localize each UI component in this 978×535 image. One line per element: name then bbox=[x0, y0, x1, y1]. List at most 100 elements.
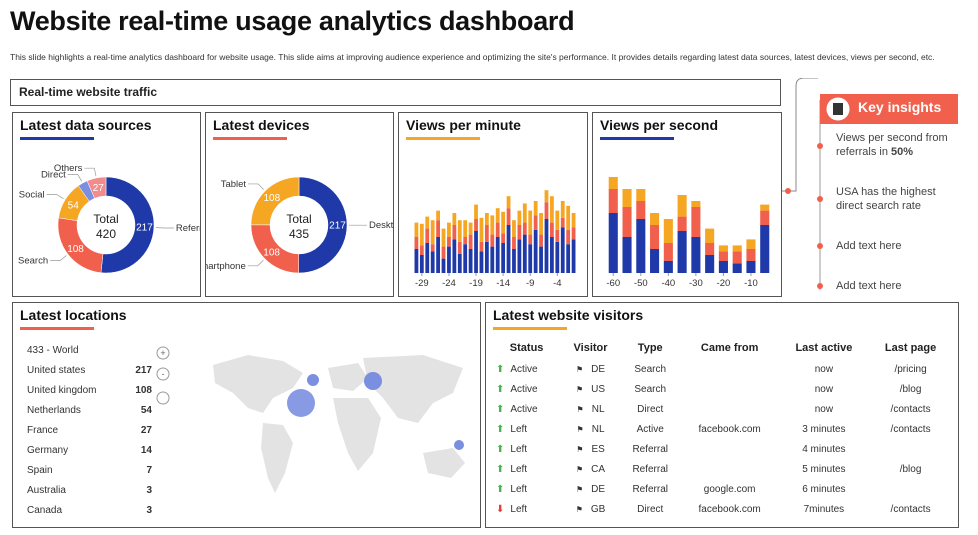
cell: ⚑ NL bbox=[561, 399, 620, 419]
map-bubble bbox=[454, 440, 464, 450]
cell-text: /contacts bbox=[890, 423, 931, 435]
zoom-in[interactable] bbox=[156, 346, 170, 360]
chart-panel: Latest data sources 217 Referral 108 Search… bbox=[12, 112, 210, 297]
map-bubble bbox=[287, 389, 315, 417]
cell-text: /pricing bbox=[894, 363, 927, 375]
bar-segment bbox=[441, 228, 446, 247]
cell-text: now bbox=[814, 383, 834, 395]
cell: /contacts bbox=[869, 419, 952, 439]
bar-segment bbox=[474, 231, 478, 273]
data-label: 54 bbox=[68, 200, 80, 211]
bar-segment bbox=[436, 210, 440, 221]
flag-icon: ⚑ bbox=[575, 364, 584, 374]
bar-segment bbox=[512, 237, 516, 249]
insights-icon-glyph bbox=[833, 103, 843, 115]
center-label: Total bbox=[93, 212, 118, 226]
zoom-in-glyph: + bbox=[160, 348, 165, 358]
trend-arrow: ⬆ bbox=[496, 423, 505, 435]
location-name: Canada bbox=[27, 505, 63, 516]
cell-text: Search bbox=[634, 363, 667, 375]
panel-title: Latest website visitors bbox=[493, 307, 644, 323]
bar-segment bbox=[533, 215, 538, 230]
cell: Active bbox=[620, 419, 681, 439]
bar-segment bbox=[506, 208, 511, 225]
cell-text: 3 minutes bbox=[802, 423, 846, 435]
location-value: 27 bbox=[140, 425, 152, 436]
visitor-row: ⬆ Left ⚑ NL Active facebook.com 3 minutes/cont… bbox=[492, 419, 952, 439]
bar-segment bbox=[718, 245, 728, 252]
bar-segment bbox=[452, 213, 457, 225]
category-label: Referral bbox=[176, 223, 200, 234]
locations-list: 433 - World United states 217 United kingdo… bbox=[27, 345, 152, 525]
insight-item: Add text here bbox=[836, 240, 902, 252]
location-value: 108 bbox=[135, 385, 152, 396]
cell: ⚑ DE bbox=[561, 359, 620, 379]
bar-segment bbox=[452, 239, 457, 273]
cell: Referral bbox=[620, 439, 681, 459]
location-name: United states bbox=[27, 365, 86, 376]
cell: ⬆ Left bbox=[492, 479, 561, 499]
bar-segment bbox=[419, 255, 424, 273]
bar-segment bbox=[436, 220, 440, 237]
continent bbox=[328, 363, 368, 391]
donut-slice bbox=[100, 176, 155, 274]
location-row: Netherlands 54 bbox=[27, 405, 152, 425]
cell: ⬆ Active bbox=[492, 399, 561, 419]
zoom-out-glyph: - bbox=[162, 369, 165, 379]
leader-line bbox=[50, 255, 67, 261]
title-underline bbox=[20, 137, 94, 140]
bar-segment bbox=[650, 213, 660, 225]
cell bbox=[681, 439, 779, 459]
cell-text: now bbox=[814, 363, 834, 375]
cell-text: 7minutes bbox=[803, 503, 845, 515]
map-bubble bbox=[364, 372, 382, 390]
location-name: 433 - World bbox=[27, 345, 79, 356]
column-header: Last page bbox=[884, 342, 937, 354]
zoom-out[interactable] bbox=[156, 367, 170, 381]
cell-text: Active bbox=[636, 423, 664, 435]
category-label: Search bbox=[18, 255, 48, 266]
bar-segment bbox=[430, 244, 435, 252]
data-label: 217 bbox=[136, 223, 153, 234]
cell: ⚑ NL bbox=[561, 419, 620, 439]
data-label: 108 bbox=[263, 193, 280, 204]
cell-text: Referral bbox=[632, 483, 669, 495]
bar-segment bbox=[463, 244, 468, 273]
bar-segment bbox=[636, 219, 646, 273]
cell-text: Direct bbox=[637, 403, 664, 415]
chart: 217 Referral 108 Search 54 Social Direct 27 Othe… bbox=[18, 163, 210, 274]
bar-segment bbox=[484, 241, 489, 273]
cell-text: Left bbox=[510, 503, 528, 515]
bar-segment bbox=[436, 237, 440, 273]
category-label: Direct bbox=[41, 169, 66, 180]
timeline-dot bbox=[817, 143, 823, 149]
cell-text: /blog bbox=[899, 383, 922, 395]
x-tick-label: -9 bbox=[526, 278, 534, 289]
bar-segment bbox=[463, 220, 468, 237]
cell-text: Direct bbox=[637, 503, 664, 515]
cell: now bbox=[779, 359, 870, 379]
location-name: Germany bbox=[27, 445, 69, 456]
bar-segment bbox=[539, 234, 543, 247]
bar-segment bbox=[441, 246, 446, 259]
cell: Search bbox=[620, 359, 681, 379]
cell-text: Left bbox=[510, 463, 528, 475]
zoom-home[interactable] bbox=[156, 391, 170, 405]
page-description: This slide highlights a real-time analyt… bbox=[10, 52, 935, 62]
data-label: 27 bbox=[93, 183, 105, 194]
bar-segment bbox=[490, 234, 495, 247]
cell-text: 5 minutes bbox=[802, 463, 846, 475]
data-label: 108 bbox=[263, 248, 280, 259]
bar-segment bbox=[425, 243, 430, 273]
bar-segment bbox=[544, 202, 549, 219]
bar-segment bbox=[517, 210, 522, 225]
cell: facebook.com bbox=[681, 419, 779, 439]
bar-segment bbox=[522, 203, 527, 223]
bar-segment bbox=[663, 219, 673, 243]
bar-segment bbox=[544, 190, 549, 203]
cell: ⬆ Left bbox=[492, 419, 561, 439]
bar-segment bbox=[539, 213, 543, 235]
bar-segment bbox=[718, 261, 728, 273]
bar-segment bbox=[501, 243, 506, 273]
bar-segment bbox=[522, 222, 527, 235]
